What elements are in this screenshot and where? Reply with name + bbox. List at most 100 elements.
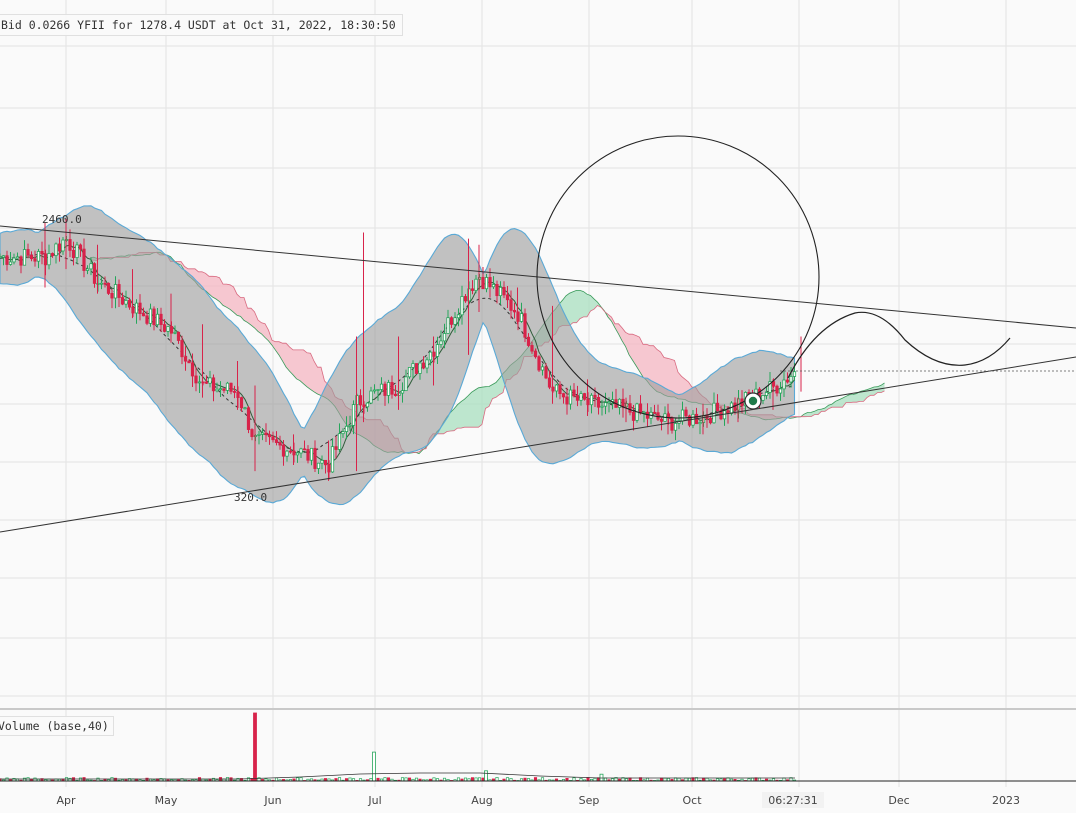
x-label-apr: Apr	[56, 794, 76, 807]
candle-body	[222, 388, 226, 391]
candle-body	[680, 409, 685, 422]
cloud-bear-segment	[632, 334, 636, 366]
cloud-bear-segment	[275, 341, 279, 356]
candle-body	[369, 390, 373, 404]
cloud-bull-segment	[492, 382, 496, 399]
candle-body	[180, 340, 184, 358]
candle-body	[708, 417, 713, 424]
price-pane[interactable]: 2460.0 320.0	[0, 135, 1076, 533]
x-axis[interactable]: Apr May Jun Jul Aug Sep Oct 06:27:31 Dec…	[56, 792, 1020, 808]
projection-curve[interactable]	[787, 311, 1011, 379]
volume-bar	[383, 777, 387, 782]
candle-body	[26, 249, 30, 256]
cloud-bull-segment	[881, 383, 885, 393]
cloud-bull-segment	[475, 387, 479, 428]
candle-body	[519, 313, 524, 322]
cloud-bull-segment	[807, 412, 811, 417]
cloud-bear-segment	[261, 322, 265, 338]
cloud-bull-segment	[804, 412, 808, 417]
cloud-bear-segment	[314, 361, 318, 394]
upper-trendline[interactable]	[0, 225, 1076, 329]
candle-body	[106, 282, 111, 294]
candle-body	[414, 363, 419, 374]
candle-body	[278, 442, 282, 446]
volume-bar	[299, 777, 303, 782]
trade-marker[interactable]	[744, 392, 762, 410]
candle-body	[407, 367, 412, 378]
candle-body	[208, 377, 212, 384]
cloud-bear-segment	[289, 346, 293, 375]
candle-body	[446, 317, 450, 334]
candle-body	[631, 411, 636, 421]
cloud-bull-segment	[870, 387, 874, 396]
candle-body	[302, 448, 307, 451]
candle-body	[50, 253, 55, 256]
circle-drawing[interactable]	[536, 135, 820, 419]
candle-body	[85, 268, 90, 271]
lower-trendline[interactable]	[0, 356, 1076, 533]
candle-body	[642, 411, 646, 414]
candle-body	[544, 366, 548, 379]
cloud-bull-segment	[580, 290, 584, 319]
candle-body	[89, 263, 93, 270]
x-label-aug: Aug	[471, 794, 492, 807]
candle-body	[470, 288, 475, 291]
candle-body	[134, 302, 139, 314]
cloud-bear-segment	[667, 358, 671, 397]
volume-indicator-label[interactable]: Volume (base,40)	[0, 716, 114, 736]
volume-pane[interactable]	[0, 712, 1076, 782]
candle-body	[561, 393, 566, 398]
cloud-bull-segment	[825, 405, 829, 412]
candle-body	[449, 317, 454, 325]
candle-body	[323, 459, 328, 466]
candle-body	[330, 446, 335, 473]
candle-body	[453, 317, 457, 325]
candle-body	[775, 385, 779, 394]
cloud-bull-segment	[839, 398, 843, 408]
high-annotation: 2460.0	[42, 213, 82, 226]
candle-body	[547, 377, 552, 388]
cloud-bear-segment	[293, 349, 297, 379]
candle-body	[673, 423, 678, 431]
cloud-bull-segment	[576, 290, 580, 323]
cloud-bull-segment	[499, 373, 503, 395]
cloud-bear-segment	[230, 284, 234, 313]
cloud-bear-segment	[671, 359, 675, 397]
candle-body	[463, 296, 468, 302]
candle-body	[197, 381, 202, 384]
candle-body	[372, 389, 377, 392]
cloud-bull-segment	[478, 387, 482, 428]
candle-body	[554, 384, 559, 392]
candle-body	[761, 395, 765, 401]
cloud-bull-segment	[450, 408, 454, 431]
candle-body	[348, 424, 352, 427]
cloud-bear-segment	[223, 284, 227, 308]
candle-body	[36, 251, 41, 262]
cloud-bull-segment	[496, 378, 500, 398]
candle-body	[491, 284, 496, 288]
cloud-bear-segment	[303, 349, 307, 387]
candlesticks	[0, 219, 802, 481]
candle-body	[190, 362, 195, 377]
candle-body	[400, 390, 405, 394]
candle-body	[68, 239, 72, 251]
candle-body	[281, 444, 286, 457]
candle-body	[22, 249, 27, 266]
cloud-bear-segment	[296, 349, 300, 381]
cloud-bull-segment	[468, 392, 472, 428]
candle-body	[579, 393, 583, 401]
candle-body	[285, 450, 289, 457]
cloud-bear-segment	[317, 367, 321, 396]
cloud-bull-segment	[814, 409, 818, 415]
candle-body	[785, 379, 790, 383]
cloud-bear-segment	[608, 314, 612, 322]
candle-body	[288, 450, 293, 453]
cloud-bear-segment	[657, 349, 661, 393]
candle-body	[498, 286, 503, 297]
candle-body	[211, 377, 216, 392]
candle-body	[243, 407, 247, 410]
candle-body	[764, 392, 769, 396]
candle-body	[638, 403, 643, 414]
candle-body	[295, 452, 300, 456]
